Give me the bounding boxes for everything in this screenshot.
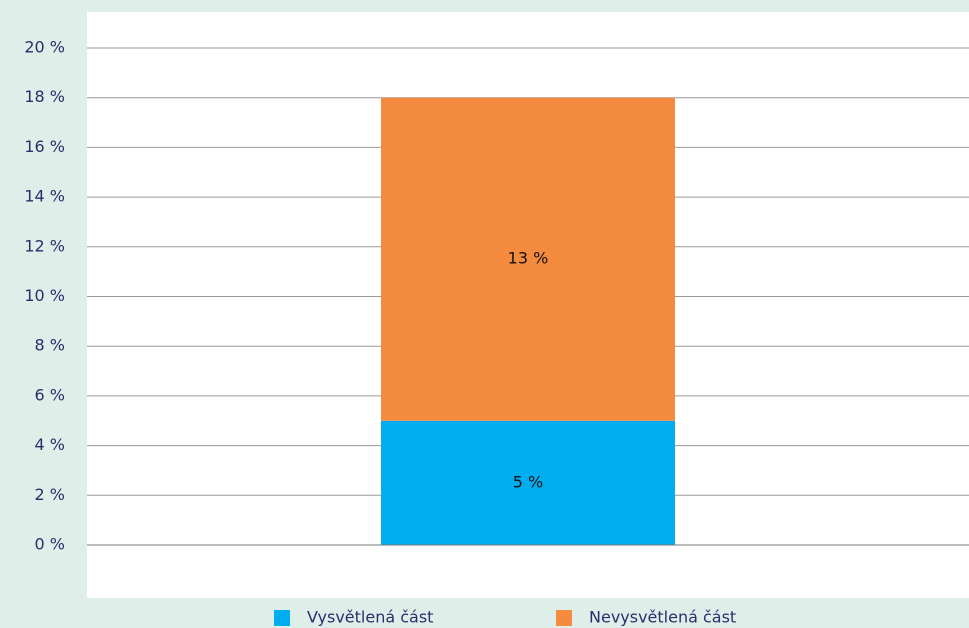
- y-tick-label: 14 %: [24, 187, 65, 206]
- legend-swatch: [556, 610, 572, 626]
- y-tick-label: 12 %: [24, 236, 65, 255]
- y-tick-label: 0 %: [35, 535, 65, 554]
- value-label: 13 %: [508, 249, 549, 268]
- value-label: 5 %: [513, 472, 543, 491]
- legend-swatch: [274, 610, 290, 626]
- legend-label: Nevysvětlená část: [589, 608, 736, 627]
- y-tick-label: 2 %: [35, 485, 65, 504]
- y-tick-label: 6 %: [35, 385, 65, 404]
- y-tick-label: 10 %: [24, 286, 65, 305]
- y-tick-label: 16 %: [24, 137, 65, 156]
- bar-segment: [381, 420, 675, 545]
- legend-label: Vysvětlená část: [307, 608, 433, 627]
- y-tick-label: 8 %: [35, 336, 65, 355]
- y-tick-label: 18 %: [24, 87, 65, 106]
- y-tick-label: 20 %: [24, 38, 65, 57]
- bar-segment: [381, 97, 675, 421]
- y-tick-label: 4 %: [35, 435, 65, 454]
